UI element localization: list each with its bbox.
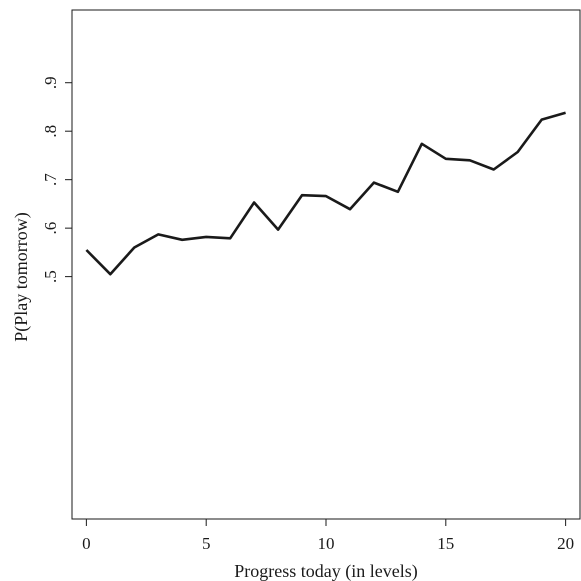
- series-group: [85, 111, 566, 276]
- y-tick-label: .9: [41, 76, 60, 89]
- y-tick-label: .5: [41, 270, 60, 283]
- y-tick-label: .6: [41, 222, 60, 235]
- y-tick-label: .8: [41, 125, 60, 138]
- x-axis-ticks: 0 5 10 15 20: [82, 519, 574, 553]
- x-axis-label: Progress today (in levels): [234, 561, 417, 581]
- x-tick-label: 20: [557, 534, 574, 553]
- x-tick-label: 0: [82, 534, 91, 553]
- y-axis-label: P(Play tomorrow): [11, 212, 32, 342]
- x-tick-label: 5: [202, 534, 211, 553]
- x-tick-label: 15: [437, 534, 454, 553]
- y-tick-label: .7: [41, 173, 60, 186]
- x-tick-label: 10: [318, 534, 335, 553]
- plot-frame: [71, 9, 581, 520]
- series-line: [85, 111, 566, 276]
- plot-border: [71, 9, 581, 520]
- y-axis-ticks: .5 .6 .7 .8 .9: [41, 76, 72, 283]
